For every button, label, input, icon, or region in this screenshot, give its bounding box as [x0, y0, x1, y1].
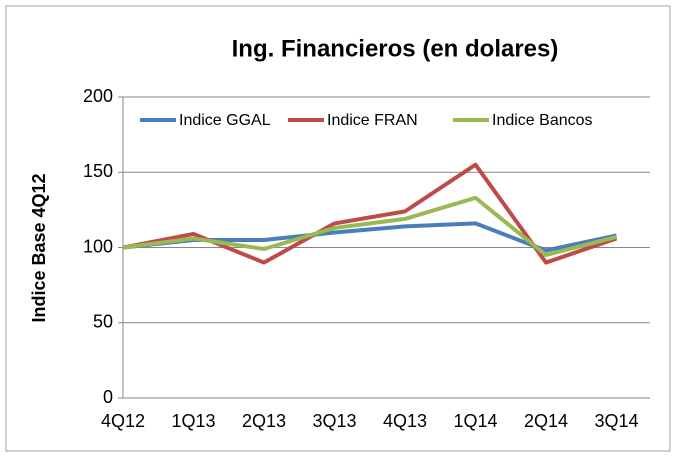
y-tick-label: 200 — [83, 86, 113, 106]
y-tick-label: 50 — [93, 312, 113, 332]
x-tick-label: 3Q14 — [594, 411, 638, 431]
chart-title: Ing. Financieros (en dolares) — [232, 35, 559, 62]
legend-label: Indice FRAN — [327, 112, 418, 129]
legend-label: Indice Bancos — [492, 112, 593, 129]
y-tick-label: 100 — [83, 236, 113, 256]
x-tick-label: 2Q13 — [242, 411, 286, 431]
x-tick-label: 3Q13 — [312, 411, 356, 431]
x-tick-label: 4Q13 — [383, 411, 427, 431]
y-tick-label: 150 — [83, 161, 113, 181]
x-tick-label: 4Q12 — [101, 411, 145, 431]
x-tick-label: 1Q13 — [171, 411, 215, 431]
x-tick-label: 1Q14 — [453, 411, 497, 431]
legend-label: Indice GGAL — [179, 112, 271, 129]
line-series — [122, 195, 617, 258]
x-tick-label: 2Q14 — [524, 411, 568, 431]
y-axis-label: Indice Base 4Q12 — [29, 173, 49, 322]
y-tick-label: 0 — [103, 387, 113, 407]
